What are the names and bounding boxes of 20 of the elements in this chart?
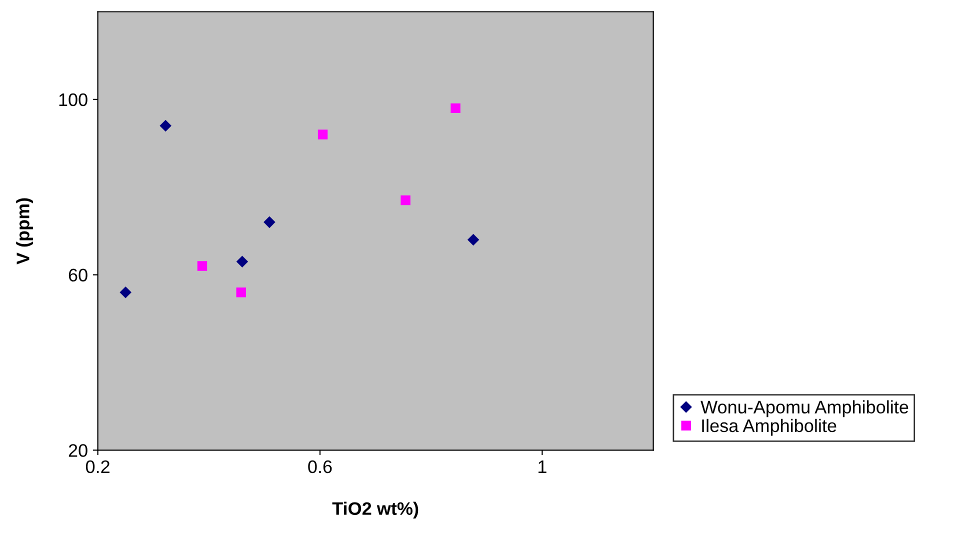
x-tick-label: 0.2 bbox=[86, 460, 110, 474]
legend-label: Ilesa Amphibolite bbox=[702, 418, 836, 436]
point bbox=[450, 103, 460, 114]
legend-label: Wonu-Apomu Amphibolite bbox=[700, 400, 908, 418]
point bbox=[160, 120, 172, 132]
y-tick-label: 100 bbox=[59, 93, 88, 106]
x-axis-title: TiO2 wt%) bbox=[332, 502, 418, 519]
x-tick-label: 1 bbox=[538, 460, 546, 473]
y-tick-label: 20 bbox=[68, 444, 88, 457]
point bbox=[318, 130, 328, 140]
point bbox=[236, 256, 248, 268]
point bbox=[236, 287, 246, 298]
point bbox=[400, 195, 410, 206]
x-tick-label: 0.6 bbox=[308, 460, 332, 474]
y-tick-label: 60 bbox=[68, 268, 88, 282]
point bbox=[264, 216, 276, 228]
point bbox=[197, 261, 208, 271]
point bbox=[468, 234, 479, 246]
point bbox=[120, 286, 132, 298]
y-axis-title: V (ppm) bbox=[16, 198, 33, 264]
